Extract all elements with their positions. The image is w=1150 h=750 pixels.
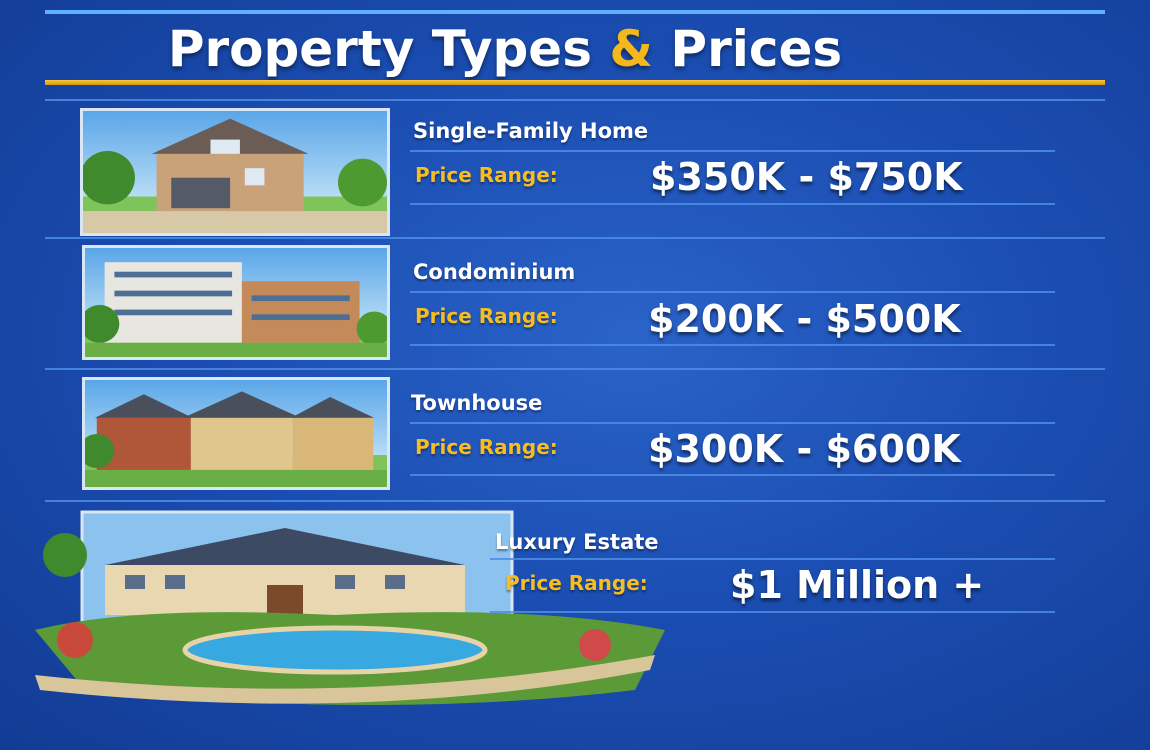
- property-name: Condominium: [413, 260, 576, 284]
- divider: [410, 422, 1055, 424]
- property-name: Single-Family Home: [413, 119, 649, 143]
- price-value: $1 Million +: [730, 563, 985, 607]
- condominium-image: [82, 245, 390, 360]
- luxury-estate-image: [35, 510, 675, 720]
- title-underline: [45, 80, 1105, 85]
- page-title: Property Types & Prices: [45, 18, 1105, 80]
- title-ampersand: &: [609, 20, 653, 78]
- top-accent-line: [45, 10, 1105, 14]
- title-part1: Property Types: [167, 20, 592, 78]
- divider: [490, 611, 1055, 613]
- single-family-home-image: [80, 108, 390, 236]
- title-part2: Prices: [670, 20, 843, 78]
- price-range-label: Price Range:: [415, 304, 558, 328]
- property-name: Townhouse: [411, 391, 543, 415]
- price-value: $300K - $600K: [648, 427, 961, 471]
- row-separator: [45, 237, 1105, 239]
- divider: [410, 344, 1055, 346]
- property-name: Luxury Estate: [495, 530, 659, 554]
- divider: [410, 474, 1055, 476]
- divider: [410, 150, 1055, 152]
- row-separator: [45, 500, 1105, 502]
- divider: [410, 291, 1055, 293]
- price-range-label: Price Range:: [505, 571, 648, 595]
- price-value: $200K - $500K: [648, 297, 961, 341]
- price-range-label: Price Range:: [415, 435, 558, 459]
- divider: [45, 99, 1105, 101]
- price-range-label: Price Range:: [415, 163, 558, 187]
- townhouse-image: [82, 377, 390, 490]
- row-separator: [45, 368, 1105, 370]
- price-value: $350K - $750K: [650, 155, 963, 199]
- divider: [410, 203, 1055, 205]
- divider: [490, 558, 1055, 560]
